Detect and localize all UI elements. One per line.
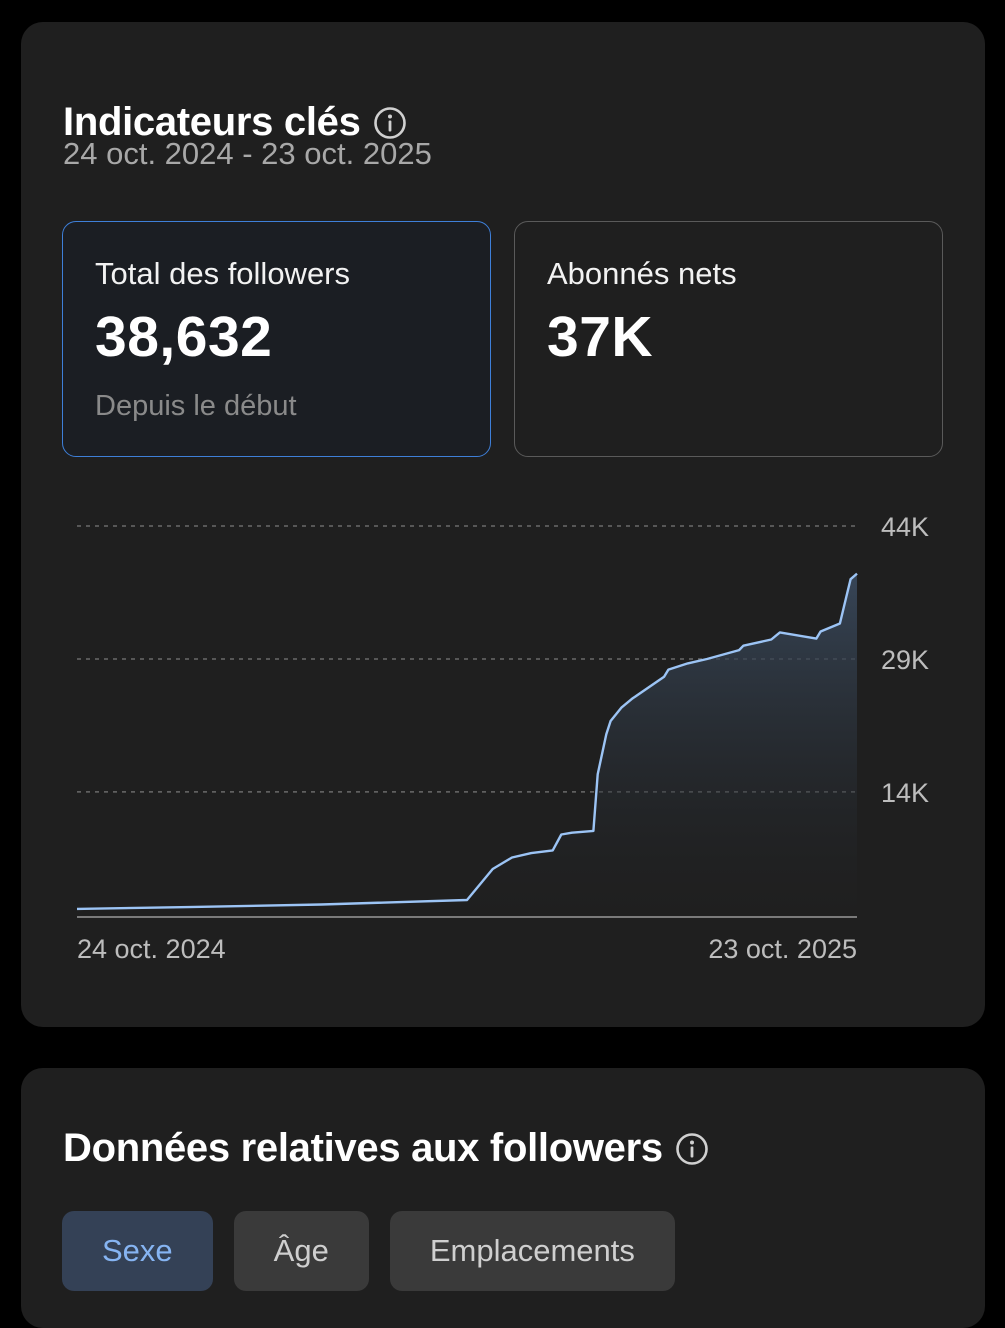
key-metrics-header: Indicateurs clés <box>63 100 407 145</box>
y-tick-label: 14K <box>881 778 929 808</box>
info-icon[interactable] <box>373 106 407 140</box>
metric-label: Total des followers <box>95 256 351 291</box>
tab-age[interactable]: Âge <box>233 1211 369 1291</box>
date-range: 24 oct. 2024 - 23 oct. 2025 <box>63 136 432 171</box>
follower-data-header: Données relatives aux followers <box>63 1126 709 1171</box>
y-tick-label: 44K <box>881 512 929 542</box>
x-tick-label: 23 oct. 2025 <box>708 934 857 964</box>
y-tick-label: 29K <box>881 645 929 675</box>
metric-label: Abonnés nets <box>547 256 737 291</box>
followers-chart: 44K 29K 14K 24 oct. 2024 23 oct. 2025 <box>76 512 929 964</box>
info-icon[interactable] <box>675 1132 709 1166</box>
chart-series-line <box>76 572 858 911</box>
follower-data-tabs: Sexe Âge Emplacements <box>62 1211 675 1291</box>
chart-area-fill <box>77 573 857 916</box>
key-metrics-card: Indicateurs clés 24 oct. 2024 - 23 oct. … <box>21 22 985 1027</box>
x-tick-label: 24 oct. 2024 <box>77 934 226 964</box>
metric-note: Depuis le début <box>95 390 297 422</box>
total-followers-card[interactable]: Total des followers 38,632 Depuis le déb… <box>62 221 491 457</box>
net-followers-card[interactable]: Abonnés nets 37K <box>514 221 943 457</box>
key-metrics-title: Indicateurs clés <box>63 100 361 144</box>
tab-sexe[interactable]: Sexe <box>62 1211 213 1291</box>
tab-emplacements[interactable]: Emplacements <box>389 1211 675 1291</box>
follower-data-card: Données relatives aux followers Sexe Âge… <box>21 1068 985 1328</box>
metric-value: 38,632 <box>95 305 273 369</box>
follower-data-title: Données relatives aux followers <box>63 1126 663 1170</box>
metric-value: 37K <box>547 305 654 369</box>
